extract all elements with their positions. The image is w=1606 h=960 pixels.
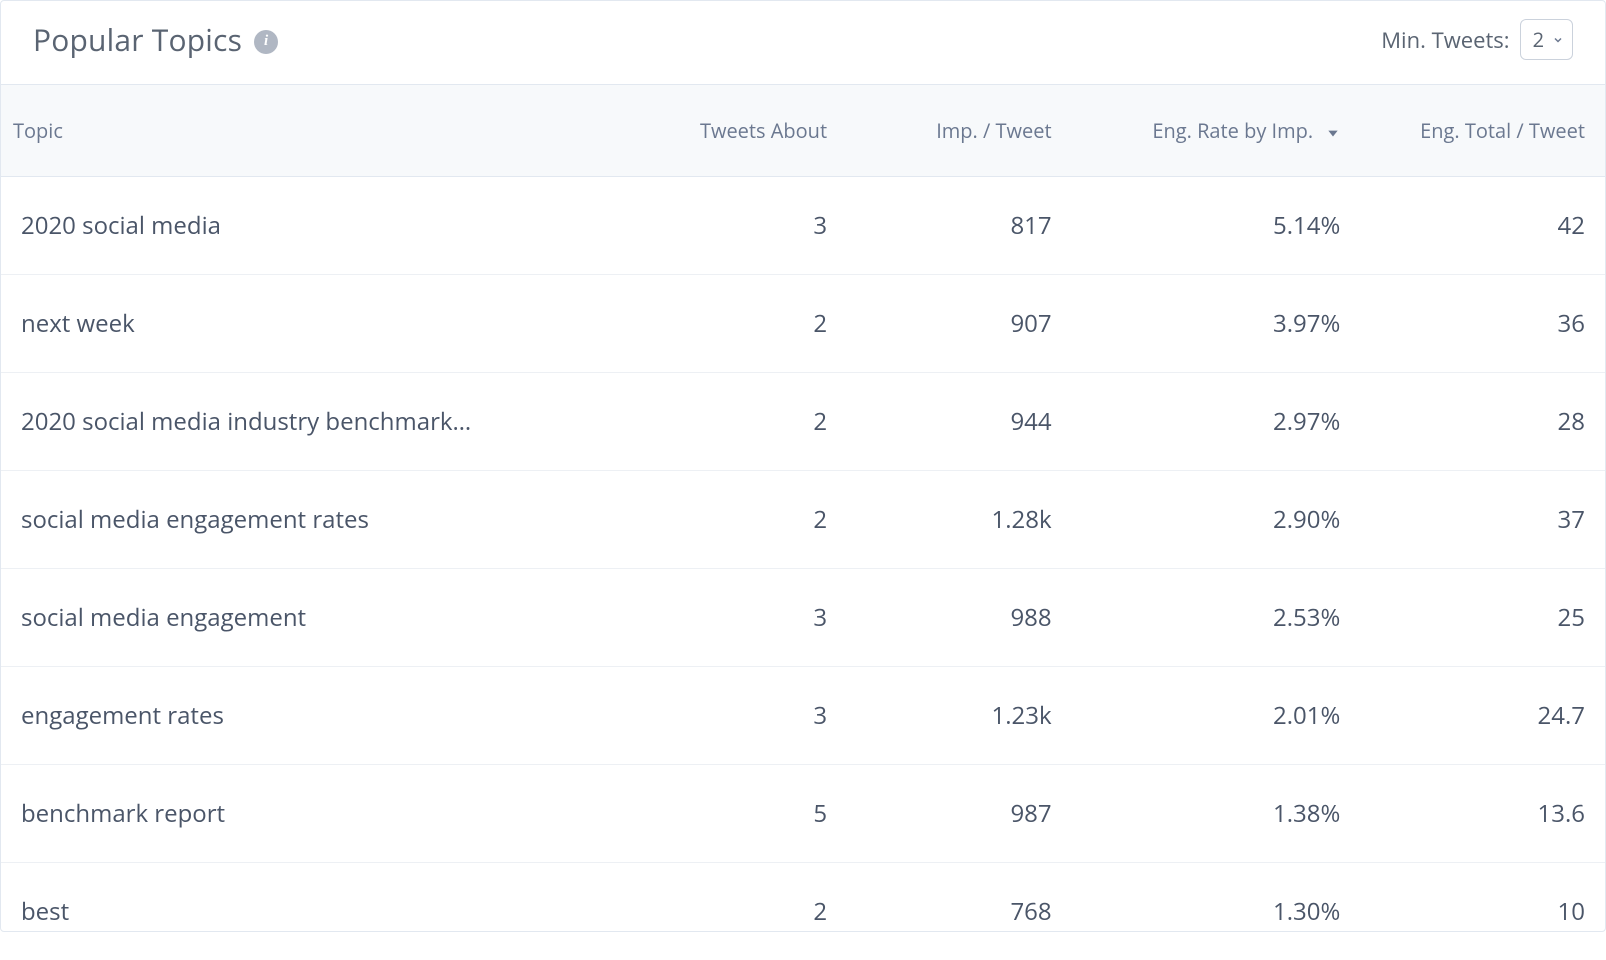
cell-eng-rate-by-imp: 3.97% [1060, 275, 1349, 373]
cell-eng-total-per-tweet: 25 [1348, 569, 1605, 667]
cell-topic: engagement rates [1, 667, 627, 765]
cell-imp-per-tweet: 987 [835, 765, 1060, 863]
cell-eng-rate-by-imp: 2.97% [1060, 373, 1349, 471]
cell-topic: 2020 social media [1, 177, 627, 275]
cell-eng-rate-by-imp: 2.53% [1060, 569, 1349, 667]
chevron-down-icon [1552, 34, 1564, 46]
cell-topic: benchmark report [1, 765, 627, 863]
min-tweets-value: 2 [1533, 26, 1544, 53]
column-header-eng-rate-by-imp[interactable]: Eng. Rate by Imp. [1060, 85, 1349, 177]
column-header-eng-total-per-tweet-label: Eng. Total / Tweet [1420, 117, 1585, 144]
cell-imp-per-tweet: 988 [835, 569, 1060, 667]
cell-tweets-about: 2 [627, 373, 836, 471]
min-tweets-control: Min. Tweets: 2 [1381, 19, 1573, 60]
cell-eng-total-per-tweet: 10 [1348, 863, 1605, 960]
title-wrap: Popular Topics i [33, 19, 278, 60]
column-header-eng-rate-by-imp-label: Eng. Rate by Imp. [1152, 117, 1313, 144]
cell-imp-per-tweet: 1.23k [835, 667, 1060, 765]
table-row[interactable]: social media engagement rates21.28k2.90%… [1, 471, 1605, 569]
cell-tweets-about: 2 [627, 863, 836, 960]
table-row[interactable]: 2020 social media industry benchmark…294… [1, 373, 1605, 471]
cell-eng-total-per-tweet: 13.6 [1348, 765, 1605, 863]
cell-eng-rate-by-imp: 2.90% [1060, 471, 1349, 569]
column-header-imp-per-tweet-label: Imp. / Tweet [936, 117, 1051, 144]
cell-topic: social media engagement rates [1, 471, 627, 569]
cell-eng-total-per-tweet: 37 [1348, 471, 1605, 569]
cell-eng-total-per-tweet: 42 [1348, 177, 1605, 275]
table-row[interactable]: 2020 social media38175.14%42 [1, 177, 1605, 275]
cell-tweets-about: 3 [627, 667, 836, 765]
column-header-tweets-about-label: Tweets About [700, 117, 827, 144]
cell-imp-per-tweet: 907 [835, 275, 1060, 373]
cell-tweets-about: 3 [627, 177, 836, 275]
min-tweets-label: Min. Tweets: [1381, 25, 1509, 55]
min-tweets-select[interactable]: 2 [1520, 19, 1573, 60]
column-header-eng-total-per-tweet[interactable]: Eng. Total / Tweet [1348, 85, 1605, 177]
table-row[interactable]: benchmark report59871.38%13.6 [1, 765, 1605, 863]
table-row[interactable]: social media engagement39882.53%25 [1, 569, 1605, 667]
table-row[interactable]: best27681.30%10 [1, 863, 1605, 960]
table-body: 2020 social media38175.14%42next week290… [1, 177, 1605, 960]
panel-header: Popular Topics i Min. Tweets: 2 [1, 1, 1605, 84]
table-row[interactable]: next week29073.97%36 [1, 275, 1605, 373]
cell-eng-total-per-tweet: 36 [1348, 275, 1605, 373]
sort-desc-icon [1326, 126, 1340, 140]
cell-topic: best [1, 863, 627, 960]
table-header-row: Topic Tweets About Imp. / Tweet Eng. Rat… [1, 85, 1605, 177]
cell-tweets-about: 2 [627, 471, 836, 569]
column-header-tweets-about[interactable]: Tweets About [627, 85, 836, 177]
cell-eng-rate-by-imp: 2.01% [1060, 667, 1349, 765]
cell-tweets-about: 5 [627, 765, 836, 863]
topics-table: Topic Tweets About Imp. / Tweet Eng. Rat… [1, 84, 1605, 960]
cell-topic: social media engagement [1, 569, 627, 667]
cell-imp-per-tweet: 1.28k [835, 471, 1060, 569]
cell-imp-per-tweet: 944 [835, 373, 1060, 471]
cell-topic: 2020 social media industry benchmark… [1, 373, 627, 471]
column-header-imp-per-tweet[interactable]: Imp. / Tweet [835, 85, 1060, 177]
cell-eng-total-per-tweet: 28 [1348, 373, 1605, 471]
cell-eng-total-per-tweet: 24.7 [1348, 667, 1605, 765]
cell-eng-rate-by-imp: 1.38% [1060, 765, 1349, 863]
cell-imp-per-tweet: 817 [835, 177, 1060, 275]
cell-imp-per-tweet: 768 [835, 863, 1060, 960]
cell-topic: next week [1, 275, 627, 373]
column-header-topic[interactable]: Topic [1, 85, 627, 177]
cell-eng-rate-by-imp: 1.30% [1060, 863, 1349, 960]
info-icon[interactable]: i [254, 30, 278, 54]
cell-tweets-about: 2 [627, 275, 836, 373]
popular-topics-panel: Popular Topics i Min. Tweets: 2 Topic Tw… [0, 0, 1606, 932]
page-title: Popular Topics [33, 19, 242, 60]
cell-tweets-about: 3 [627, 569, 836, 667]
cell-eng-rate-by-imp: 5.14% [1060, 177, 1349, 275]
column-header-topic-label: Topic [13, 117, 63, 144]
table-row[interactable]: engagement rates31.23k2.01%24.7 [1, 667, 1605, 765]
